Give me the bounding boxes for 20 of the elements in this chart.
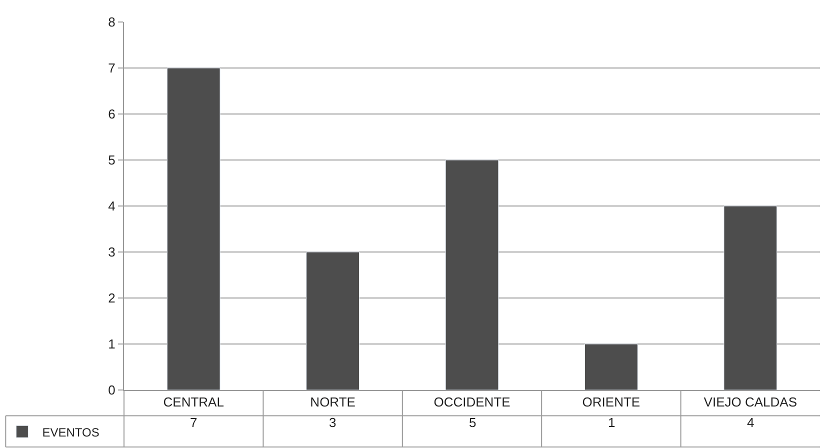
data-label: 4 xyxy=(747,415,754,430)
y-tick-label: 8 xyxy=(108,14,116,30)
x-tick-label: CENTRAL xyxy=(163,394,224,410)
y-tick-label: 6 xyxy=(108,106,116,122)
data-label: 7 xyxy=(190,415,198,430)
x-tick-label: ORIENTE xyxy=(582,394,640,410)
x-tick-label: NORTE xyxy=(310,394,356,410)
y-tick-label: 1 xyxy=(108,336,116,352)
legend-label: EVENTOS xyxy=(42,425,100,440)
data-label: 3 xyxy=(329,415,336,430)
x-tick-label: VIEJO CALDAS xyxy=(704,394,798,410)
y-tick-label: 5 xyxy=(108,152,116,168)
y-tick-label: 4 xyxy=(108,198,116,214)
data-label: 1 xyxy=(608,415,616,430)
y-tick-label: 7 xyxy=(108,60,116,76)
y-tick-label: 3 xyxy=(108,244,116,260)
data-label: 5 xyxy=(469,415,476,430)
y-tick-label: 0 xyxy=(108,382,116,398)
x-tick-label: OCCIDENTE xyxy=(434,394,511,410)
y-tick-label: 2 xyxy=(108,290,116,306)
